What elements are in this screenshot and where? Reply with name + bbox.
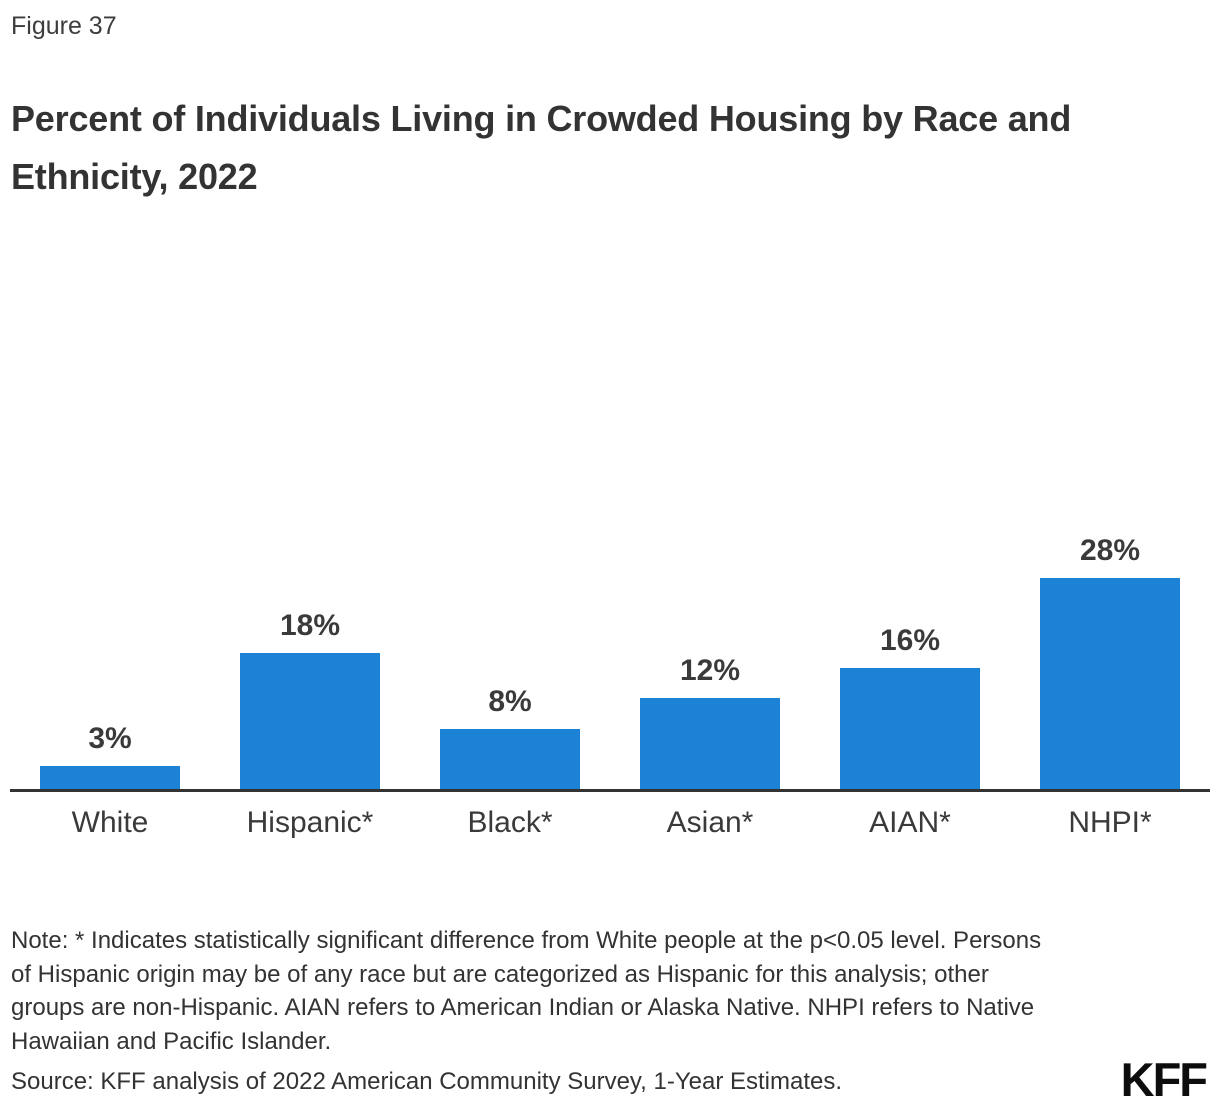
category-label: White (71, 806, 149, 839)
category-label: Black* (467, 806, 553, 839)
figure-number-label: Figure 37 (11, 12, 117, 40)
bar (240, 653, 380, 789)
bar-group: 16% (810, 534, 1010, 789)
source-text: Source: KFF analysis of 2022 American Co… (11, 1068, 843, 1095)
bar (40, 766, 180, 789)
bar-group: 3% (10, 534, 210, 789)
category-label: Asian* (666, 806, 754, 839)
category-label: AIAN* (869, 806, 951, 839)
bar-value-label: 16% (879, 624, 941, 657)
bar-group: 18% (210, 534, 410, 789)
bar (440, 729, 580, 789)
bar-value-label: 28% (1079, 534, 1141, 567)
bar (1040, 578, 1180, 789)
bar-group: 28% (1010, 534, 1210, 789)
bar-group: 12% (610, 534, 810, 789)
bar-value-label: 8% (488, 685, 532, 718)
bars-row: 3% 18% 8% 12% 16% 28% (10, 534, 1210, 789)
note-text: Note: * Indicates statistically signific… (11, 927, 1042, 1055)
category-label: Hispanic* (246, 806, 374, 839)
bar-value-label: 12% (679, 654, 741, 687)
bar (640, 698, 780, 789)
kff-logo: KFF (1120, 1053, 1208, 1106)
bar-value-label: 18% (279, 609, 341, 642)
bar-group: 8% (410, 534, 610, 789)
chart-title: Percent of Individuals Living in Crowded… (11, 98, 1072, 198)
bar (840, 668, 980, 789)
x-axis-line (10, 789, 1210, 792)
category-labels-row: White Hispanic* Black* Asian* AIAN* NHPI* (10, 806, 1210, 840)
bar-value-label: 3% (88, 722, 132, 755)
category-label: NHPI* (1068, 806, 1152, 839)
bar-chart: 3% 18% 8% 12% 16% 28% White Hispanic* Black* Asi… (10, 500, 1210, 860)
